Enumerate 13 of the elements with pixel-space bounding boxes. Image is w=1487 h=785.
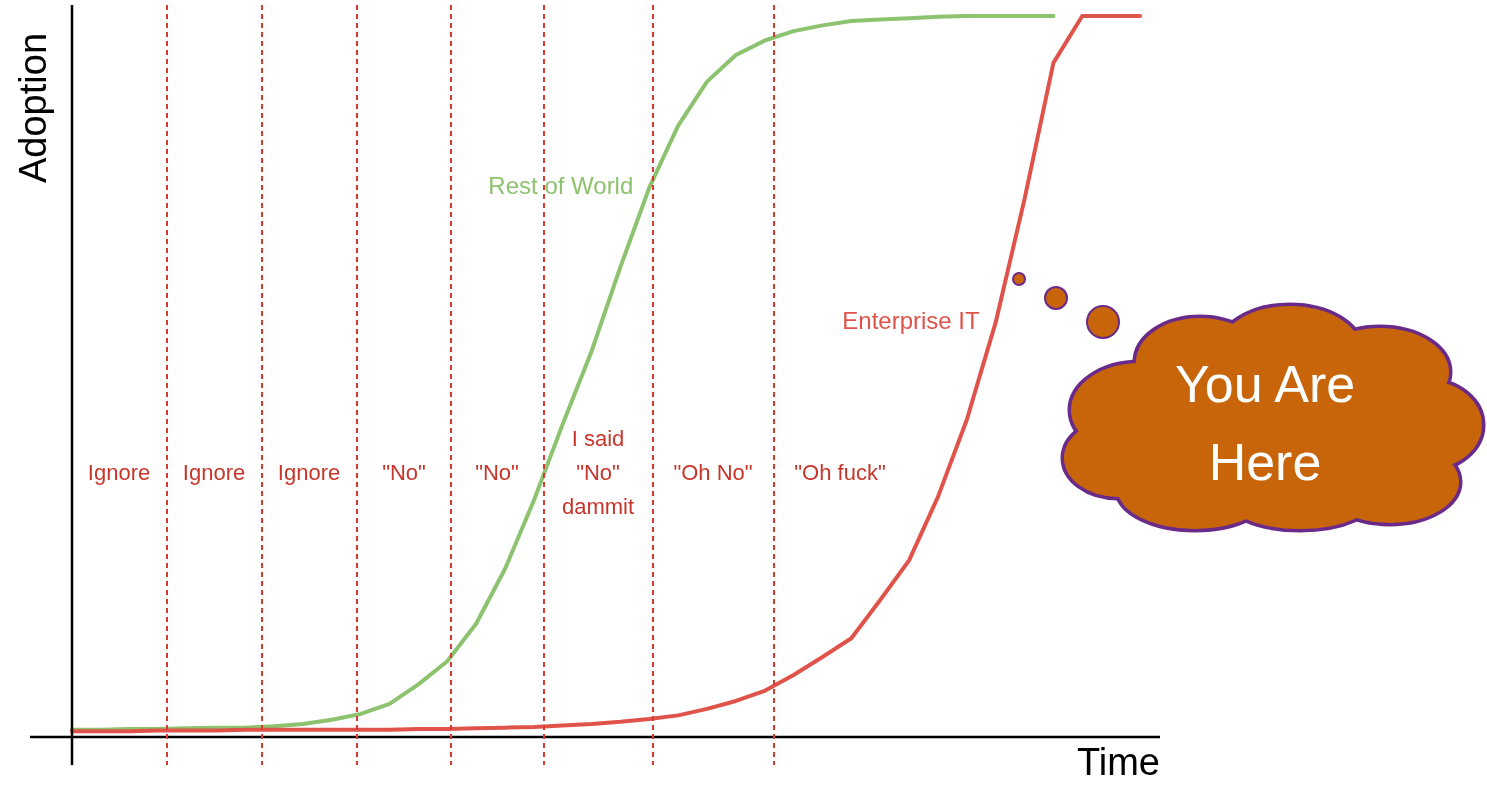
annotation: "No" — [475, 460, 519, 486]
annotation: Ignore — [277, 460, 341, 486]
text: You Are Here — [1173, 354, 1357, 493]
y-axis-title: Adoption — [12, 32, 55, 184]
annotation: "Oh fuck" — [794, 460, 886, 486]
annotation: Ignore — [182, 460, 246, 486]
annotation: I said "No" dammit — [561, 426, 635, 520]
annotation: Ignore — [87, 460, 151, 486]
annotation: "Oh No" — [673, 460, 753, 486]
x-axis-title: Time — [1076, 741, 1160, 784]
annotation: "No" — [382, 460, 426, 486]
series-label: Enterprise IT — [842, 307, 980, 335]
series-label: Rest of World — [488, 172, 634, 200]
